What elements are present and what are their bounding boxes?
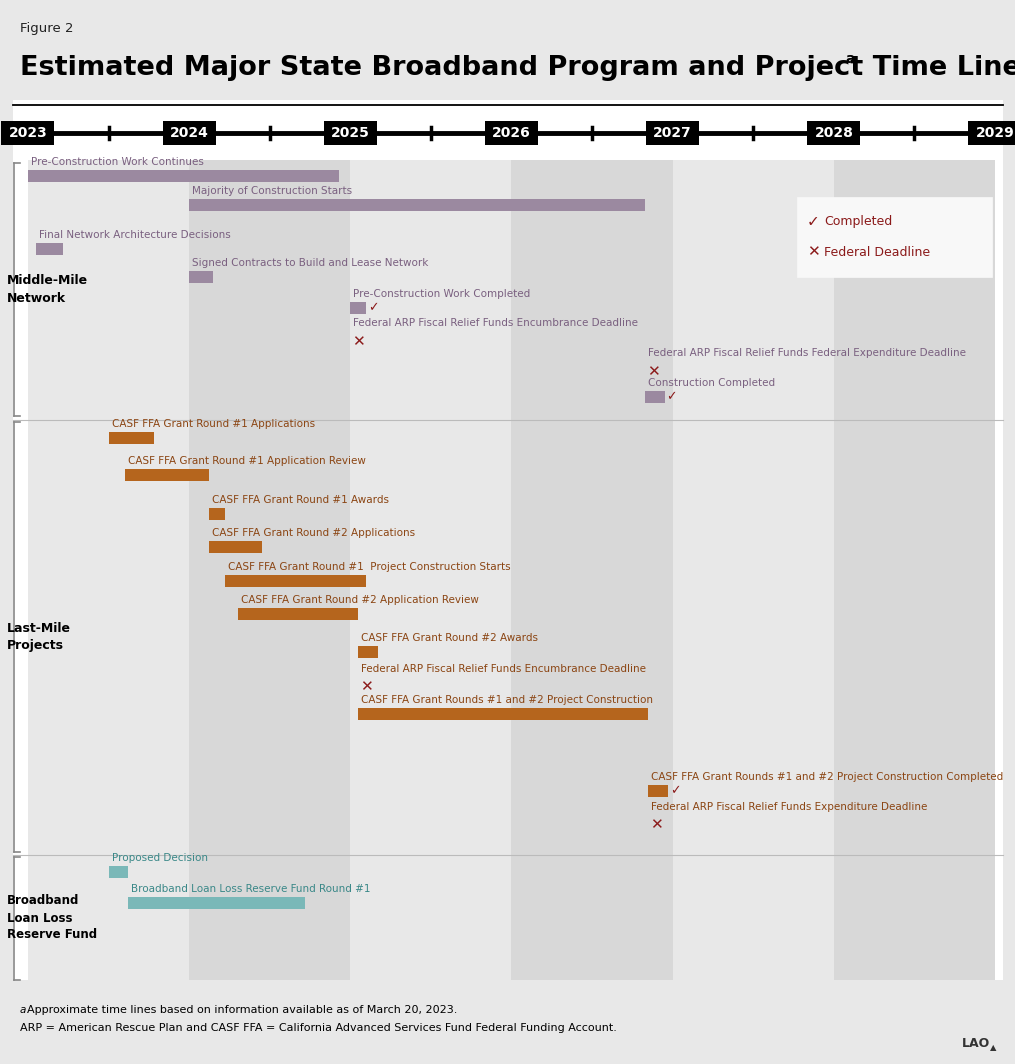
Bar bbox=[238, 608, 358, 620]
Text: CASF FFA Grant Round #2 Applications: CASF FFA Grant Round #2 Applications bbox=[211, 528, 415, 538]
Bar bbox=[13, 100, 1003, 980]
Bar bbox=[1, 121, 55, 145]
Text: Signed Contracts to Build and Lease Network: Signed Contracts to Build and Lease Netw… bbox=[192, 257, 428, 268]
Text: Federal ARP Fiscal Relief Funds Encumbrance Deadline: Federal ARP Fiscal Relief Funds Encumbra… bbox=[353, 318, 638, 328]
Bar bbox=[647, 121, 699, 145]
Bar bbox=[324, 121, 377, 145]
Text: 2024: 2024 bbox=[170, 126, 209, 140]
Text: ✕: ✕ bbox=[651, 817, 663, 832]
Bar bbox=[28, 170, 339, 182]
Text: Proposed Decision: Proposed Decision bbox=[112, 853, 208, 863]
Text: Broadband
Loan Loss
Reserve Fund: Broadband Loan Loss Reserve Fund bbox=[7, 895, 97, 942]
Bar bbox=[358, 646, 378, 658]
Text: 2027: 2027 bbox=[654, 126, 692, 140]
Text: ✕: ✕ bbox=[807, 245, 820, 260]
Bar bbox=[350, 302, 366, 314]
Text: Figure 2: Figure 2 bbox=[20, 22, 73, 35]
Bar bbox=[109, 866, 128, 878]
Text: Middle-Mile
Network: Middle-Mile Network bbox=[7, 275, 88, 305]
Text: 2026: 2026 bbox=[492, 126, 531, 140]
Text: Federal Deadline: Federal Deadline bbox=[824, 246, 930, 259]
Text: Final Network Architecture Decisions: Final Network Architecture Decisions bbox=[39, 230, 230, 240]
Text: 2025: 2025 bbox=[331, 126, 369, 140]
Text: ✓: ✓ bbox=[368, 301, 379, 315]
Text: ✓: ✓ bbox=[807, 215, 820, 230]
Text: 2029: 2029 bbox=[975, 126, 1014, 140]
Text: Pre-Construction Work Completed: Pre-Construction Work Completed bbox=[353, 289, 531, 299]
Bar bbox=[128, 897, 306, 909]
Bar bbox=[109, 432, 153, 444]
Text: LAO: LAO bbox=[962, 1037, 990, 1050]
Text: Federal ARP Fiscal Relief Funds Expenditure Deadline: Federal ARP Fiscal Relief Funds Expendit… bbox=[652, 802, 928, 812]
Bar bbox=[358, 708, 649, 720]
Text: ✕: ✕ bbox=[648, 365, 660, 380]
Bar bbox=[646, 390, 665, 403]
Text: Completed: Completed bbox=[824, 216, 892, 229]
Text: Majority of Construction Starts: Majority of Construction Starts bbox=[192, 186, 352, 196]
Text: CASF FFA Grant Round #1 Applications: CASF FFA Grant Round #1 Applications bbox=[112, 419, 315, 429]
Text: CASF FFA Grant Round #1 Application Review: CASF FFA Grant Round #1 Application Revi… bbox=[128, 456, 365, 466]
Text: Estimated Major State Broadband Program and Project Time Lines: Estimated Major State Broadband Program … bbox=[20, 55, 1015, 81]
Text: Construction Completed: Construction Completed bbox=[649, 378, 775, 388]
Bar bbox=[37, 243, 64, 255]
Bar bbox=[834, 160, 995, 980]
Text: 2023: 2023 bbox=[8, 126, 48, 140]
Text: Last-Mile
Projects: Last-Mile Projects bbox=[7, 621, 71, 652]
Text: Approximate time lines based on information available as of March 20, 2023.: Approximate time lines based on informat… bbox=[27, 1005, 458, 1015]
Bar bbox=[189, 160, 350, 980]
Text: ARP = American Rescue Plan and CASF FFA = California Advanced Services Fund Fede: ARP = American Rescue Plan and CASF FFA … bbox=[20, 1023, 617, 1033]
Text: CASF FFA Grant Rounds #1 and #2 Project Construction Completed: CASF FFA Grant Rounds #1 and #2 Project … bbox=[652, 772, 1004, 782]
Text: ✓: ✓ bbox=[667, 390, 677, 403]
Bar bbox=[673, 160, 834, 980]
Text: Federal ARP Fiscal Relief Funds Federal Expenditure Deadline: Federal ARP Fiscal Relief Funds Federal … bbox=[649, 348, 966, 358]
Text: Pre-Construction Work Continues: Pre-Construction Work Continues bbox=[31, 157, 204, 167]
Bar bbox=[125, 469, 208, 481]
Text: ✕: ✕ bbox=[360, 680, 374, 695]
Text: CASF FFA Grant Rounds #1 and #2 Project Construction: CASF FFA Grant Rounds #1 and #2 Project … bbox=[361, 695, 654, 705]
Text: Federal ARP Fiscal Relief Funds Encumbrance Deadline: Federal ARP Fiscal Relief Funds Encumbra… bbox=[361, 664, 647, 674]
Bar bbox=[485, 121, 538, 145]
Text: CASF FFA Grant Round #1 Awards: CASF FFA Grant Round #1 Awards bbox=[211, 495, 389, 505]
Bar bbox=[189, 199, 646, 211]
Text: ▲: ▲ bbox=[990, 1043, 997, 1052]
Bar bbox=[162, 121, 215, 145]
Text: ✕: ✕ bbox=[352, 334, 365, 349]
Bar bbox=[649, 785, 668, 797]
Text: ✓: ✓ bbox=[670, 784, 680, 798]
Bar bbox=[968, 121, 1015, 145]
Text: Broadband Loan Loss Reserve Fund Round #1: Broadband Loan Loss Reserve Fund Round #… bbox=[131, 884, 370, 894]
Text: CASF FFA Grant Round #2 Application Review: CASF FFA Grant Round #2 Application Revi… bbox=[241, 595, 478, 605]
Bar bbox=[208, 508, 224, 520]
Text: a: a bbox=[20, 1005, 26, 1015]
Text: 2028: 2028 bbox=[814, 126, 854, 140]
Text: CASF FFA Grant Round #2 Awards: CASF FFA Grant Round #2 Awards bbox=[361, 633, 538, 643]
Text: a: a bbox=[845, 52, 855, 66]
Bar bbox=[512, 160, 673, 980]
Bar bbox=[224, 575, 366, 587]
Text: CASF FFA Grant Round #1  Project Construction Starts: CASF FFA Grant Round #1 Project Construc… bbox=[227, 562, 511, 572]
Bar bbox=[797, 197, 992, 277]
Bar bbox=[28, 160, 189, 980]
Bar bbox=[350, 160, 512, 980]
Bar bbox=[208, 541, 262, 553]
Bar bbox=[807, 121, 861, 145]
Bar bbox=[189, 271, 213, 283]
